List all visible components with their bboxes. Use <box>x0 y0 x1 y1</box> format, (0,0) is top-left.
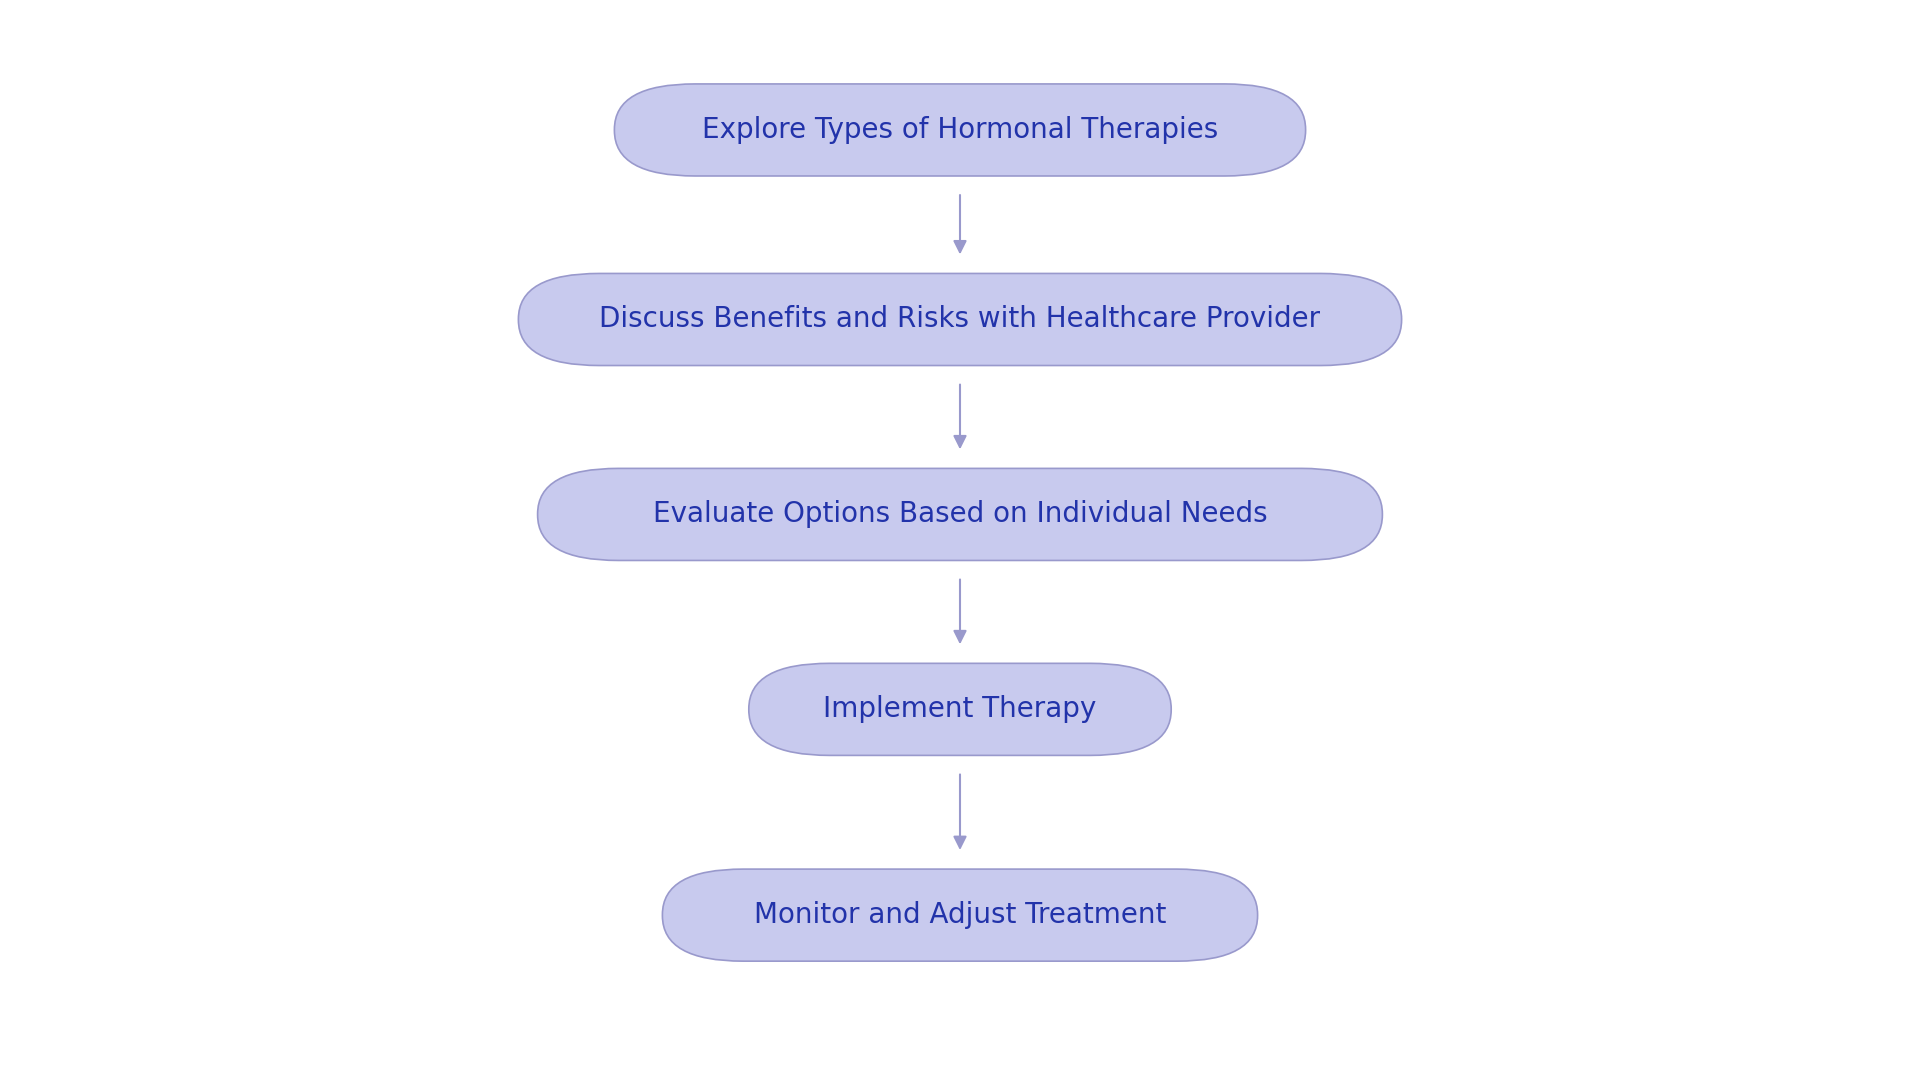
Text: Implement Therapy: Implement Therapy <box>824 695 1096 723</box>
Text: Evaluate Options Based on Individual Needs: Evaluate Options Based on Individual Nee… <box>653 500 1267 529</box>
FancyBboxPatch shape <box>518 274 1402 366</box>
Text: Explore Types of Hormonal Therapies: Explore Types of Hormonal Therapies <box>703 116 1217 144</box>
Text: Discuss Benefits and Risks with Healthcare Provider: Discuss Benefits and Risks with Healthca… <box>599 305 1321 334</box>
FancyBboxPatch shape <box>614 84 1306 175</box>
FancyBboxPatch shape <box>538 469 1382 561</box>
Text: Monitor and Adjust Treatment: Monitor and Adjust Treatment <box>755 901 1165 929</box>
FancyBboxPatch shape <box>749 663 1171 756</box>
FancyBboxPatch shape <box>662 869 1258 962</box>
